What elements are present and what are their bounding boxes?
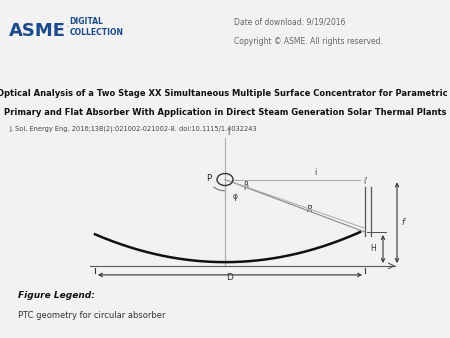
Text: PTC geometry for circular absorber: PTC geometry for circular absorber	[18, 311, 166, 320]
Text: Copyright © ASME. All rights reserved.: Copyright © ASME. All rights reserved.	[234, 37, 383, 46]
Text: R: R	[307, 205, 313, 214]
Text: J. Sol. Energy Eng. 2016;138(2):021002-021002-8. doi:10.1115/1.4032243: J. Sol. Energy Eng. 2016;138(2):021002-0…	[9, 126, 256, 132]
Text: Primary and Flat Absorber With Application in Direct Steam Generation Solar Ther: Primary and Flat Absorber With Applicati…	[4, 108, 446, 117]
Text: ASME: ASME	[9, 22, 66, 40]
Text: Figure Legend:: Figure Legend:	[18, 291, 95, 299]
Text: Date of download: 9/19/2016: Date of download: 9/19/2016	[234, 17, 346, 26]
Text: i: i	[314, 168, 316, 176]
Text: DIGITAL
COLLECTION: DIGITAL COLLECTION	[70, 17, 124, 37]
Text: From: Optical Analysis of a Two Stage XX Simultaneous Multiple Surface Concentra: From: Optical Analysis of a Two Stage XX…	[0, 89, 450, 98]
Text: φ: φ	[233, 192, 238, 200]
Text: P: P	[206, 173, 211, 183]
Text: D: D	[226, 273, 234, 282]
Text: · · ·: · · ·	[52, 22, 70, 32]
Text: i': i'	[363, 176, 367, 186]
Text: β: β	[243, 181, 248, 190]
Text: H: H	[370, 244, 376, 254]
Text: i: i	[227, 128, 229, 138]
Text: f: f	[401, 218, 404, 227]
